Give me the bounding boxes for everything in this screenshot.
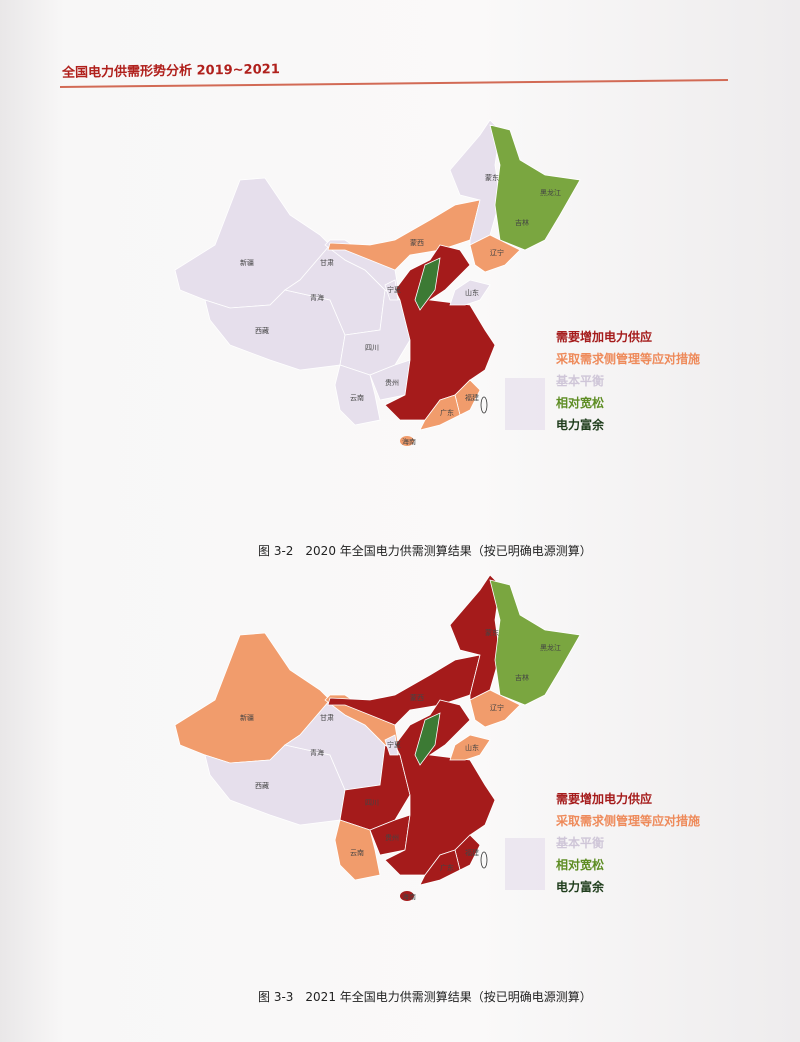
legend-2020: 需要增加电力供应 采取需求侧管理等应对措施 基本平衡 相对宽松 电力富余 (556, 326, 700, 436)
region-liaoning (469, 689, 521, 728)
province-label-yunnan: 云南 (350, 848, 364, 857)
region-hainan (400, 436, 414, 446)
province-label-liaoning: 辽宁 (490, 703, 504, 712)
province-label-shandong: 山东 (465, 743, 479, 752)
legend-swatch (505, 378, 545, 430)
region-shandong (449, 279, 491, 306)
legend-item-balanced: 基本平衡 (556, 836, 605, 850)
legend-item-surplus: 电力富余 (556, 418, 605, 432)
province-label-shandong: 山东 (465, 288, 479, 297)
province-label-guangdong: 广东 (440, 408, 454, 417)
region-gansu (324, 694, 401, 756)
province-label-heilongjiang: 黑龙江 (540, 188, 561, 197)
legend-item-increase-supply: 需要增加电力供应 (556, 330, 653, 344)
region-yunnan (334, 819, 381, 881)
legend-item-increase-supply: 需要增加电力供应 (556, 792, 653, 806)
province-label-fujian: 福建 (465, 848, 479, 857)
region-taiwan-outline (480, 396, 488, 414)
region-shandong (449, 734, 491, 761)
legend-item-demand-management: 采取需求侧管理等应对措施 (556, 814, 701, 828)
region-yunnan (334, 364, 381, 426)
province-label-ningxia: 宁夏 (387, 740, 401, 749)
region-guangdong (419, 849, 461, 886)
region-shanxi (414, 257, 441, 311)
legend-item-relatively-loose: 相对宽松 (556, 396, 605, 410)
region-gansu (324, 239, 401, 301)
province-label-tibet: 西藏 (255, 781, 269, 790)
province-label-jilin: 吉林 (515, 218, 529, 227)
province-label-ningxia: 宁夏 (387, 285, 401, 294)
province-label-liaoning: 辽宁 (490, 248, 504, 257)
province-label-sichuan: 四川 (365, 344, 379, 352)
figure-caption-3-2: 图 3-2 2020 年全国电力供需测算结果（按已明确电源测算） (258, 544, 592, 558)
province-label-xinjiang: 新疆 (240, 713, 254, 722)
region-shanxi (414, 712, 441, 766)
province-label-hainan: 海南 (402, 437, 416, 446)
region-central (384, 244, 496, 421)
legend-item-demand-management: 采取需求侧管理等应对措施 (556, 352, 701, 366)
region-taiwan-outline (480, 851, 488, 869)
province-label-tibet: 西藏 (255, 326, 269, 335)
province-label-mengxi: 蒙西 (410, 238, 424, 247)
region-mengdong (449, 574, 501, 701)
figure-caption-3-3: 图 3-3 2021 年全国电力供需测算结果（按已明确电源测算） (258, 990, 592, 1004)
province-label-guizhou: 贵州 (385, 378, 399, 387)
province-label-fujian: 福建 (465, 393, 479, 402)
province-label-jilin: 吉林 (515, 673, 529, 682)
province-label-mengxi: 蒙西 (410, 693, 424, 702)
legend-item-surplus: 电力富余 (556, 880, 605, 894)
province-label-heilongjiang: 黑龙江 (540, 643, 561, 652)
province-label-sichuan: 四川 (365, 799, 379, 807)
province-label-gansu: 甘肃 (320, 713, 334, 722)
region-liaoning (469, 234, 521, 273)
legend-item-relatively-loose: 相对宽松 (556, 858, 605, 872)
province-label-xinjiang: 新疆 (240, 258, 254, 267)
legend-item-balanced: 基本平衡 (556, 374, 605, 388)
region-ningxia (384, 279, 399, 301)
region-northeast (489, 124, 581, 251)
region-guangdong (419, 394, 461, 431)
legend-swatch (505, 838, 545, 890)
legend-2021: 需要增加电力供应 采取需求侧管理等应对措施 基本平衡 相对宽松 电力富余 (556, 788, 700, 898)
region-northeast (489, 579, 581, 706)
province-label-hainan: 海南 (402, 892, 416, 901)
region-central (384, 699, 496, 876)
province-label-guizhou: 贵州 (385, 833, 399, 842)
province-label-mengdong: 蒙东 (485, 628, 499, 637)
region-ningxia (384, 734, 399, 756)
province-label-qinghai: 青海 (310, 293, 324, 302)
province-label-yunnan: 云南 (350, 393, 364, 402)
province-label-mengdong: 蒙东 (485, 173, 499, 182)
province-label-qinghai: 青海 (310, 748, 324, 757)
province-label-guangdong: 广东 (440, 863, 454, 872)
region-mengdong (449, 119, 501, 246)
region-hainan (400, 891, 414, 901)
province-label-gansu: 甘肃 (320, 258, 334, 267)
